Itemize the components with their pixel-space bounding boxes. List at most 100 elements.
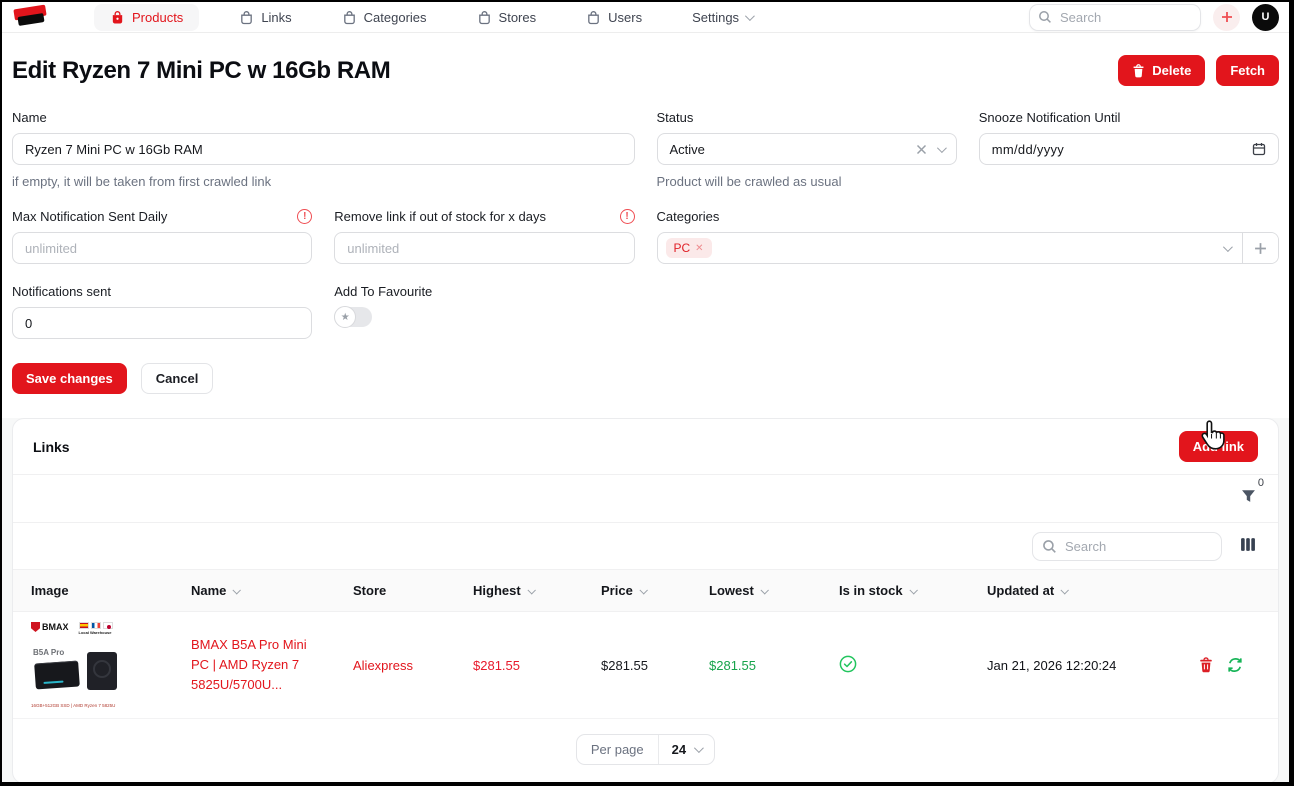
- info-icon[interactable]: !: [297, 209, 313, 224]
- store-name: Aliexpress: [353, 657, 413, 673]
- col-is-in-stock[interactable]: Is in stock: [839, 583, 918, 598]
- columns-icon: [1241, 538, 1255, 551]
- nav-item-label: Users: [608, 9, 643, 25]
- col-lowest[interactable]: Lowest: [709, 583, 769, 598]
- field-notifications-sent: Notifications sent: [12, 284, 313, 339]
- name-label: Name: [12, 110, 47, 125]
- search-icon: [1039, 10, 1051, 23]
- product-form: Name if empty, it will be taken from fir…: [2, 110, 1289, 339]
- model-label: B5A Pro: [33, 648, 65, 657]
- field-name: Name if empty, it will be taken from fir…: [12, 110, 635, 189]
- in-stock-icon: [839, 655, 857, 672]
- trash-icon: [1200, 657, 1212, 673]
- nav-item-users[interactable]: Users: [576, 5, 652, 30]
- add-link-button[interactable]: Add link: [1178, 431, 1258, 462]
- page-head: Edit Ryzen 7 Mini PC w 16Gb RAM Delete F…: [2, 33, 1289, 110]
- nav-item-products[interactable]: Products: [94, 3, 200, 31]
- table-search-input[interactable]: [1032, 531, 1222, 561]
- remove-link-label: Remove link if out of stock for x days: [334, 209, 546, 224]
- user-avatar[interactable]: U: [1252, 3, 1279, 31]
- plus-icon: [1255, 242, 1266, 254]
- categories-label: Categories: [656, 209, 720, 224]
- nav-item-label: Links: [261, 9, 292, 25]
- updated-at: Jan 21, 2026 12:20:24: [987, 657, 1117, 673]
- name-input[interactable]: [12, 133, 635, 165]
- quick-add-button[interactable]: [1213, 3, 1240, 31]
- col-highest[interactable]: Highest: [473, 583, 536, 598]
- filter-funnel-icon: [1242, 489, 1255, 502]
- add-category-button[interactable]: [1242, 233, 1278, 263]
- field-status: Status Active Product will be crawled as…: [656, 110, 957, 189]
- fetch-button[interactable]: Fetch: [1216, 55, 1279, 86]
- pagination-row: Per page 24: [13, 719, 1278, 782]
- flag-jp-icon: [102, 622, 113, 629]
- snooze-placeholder: mm/dd/yyyy: [991, 141, 1065, 157]
- col-name[interactable]: Name: [191, 583, 242, 598]
- snooze-label: Snooze Notification Until: [978, 110, 1121, 125]
- cancel-button[interactable]: Cancel: [140, 363, 214, 394]
- field-favourite: Add To Favourite ★: [334, 284, 634, 339]
- star-icon: ★: [340, 311, 350, 323]
- warehouse-label: Local Warehouse: [78, 630, 112, 635]
- per-page-label: Per page: [577, 735, 659, 764]
- bag-icon: [478, 10, 490, 24]
- cards-area: Links Add link 0: [2, 418, 1289, 782]
- col-updated-at[interactable]: Updated at: [987, 583, 1070, 598]
- delete-button[interactable]: Delete: [1118, 55, 1206, 86]
- max-notifications-label: Max Notification Sent Daily: [12, 209, 168, 224]
- clear-icon[interactable]: [916, 144, 927, 155]
- nav-item-categories[interactable]: Categories: [332, 5, 437, 30]
- links-card-head: Links Add link: [13, 419, 1278, 475]
- snooze-date-input[interactable]: mm/dd/yyyy: [978, 133, 1279, 165]
- nav-item-links[interactable]: Links: [229, 5, 301, 30]
- max-notifications-input[interactable]: [12, 232, 313, 264]
- delete-link-button[interactable]: [1199, 657, 1213, 673]
- sort-icon: [232, 585, 242, 595]
- table-header-row: Image Name Store Highest Price Lowest Is…: [13, 569, 1278, 612]
- mini-pc-front: [34, 660, 80, 690]
- form-actions: Save changes Cancel: [2, 339, 1289, 394]
- remove-link-input[interactable]: [334, 232, 635, 264]
- bag-icon: [241, 10, 253, 24]
- filter-count-badge: 0: [1257, 476, 1264, 489]
- toggle-columns-button[interactable]: [1238, 535, 1258, 557]
- save-button[interactable]: Save changes: [12, 363, 127, 394]
- col-price[interactable]: Price: [601, 583, 648, 598]
- favourite-toggle[interactable]: ★: [334, 306, 373, 328]
- app-logo[interactable]: [12, 4, 52, 30]
- info-icon[interactable]: !: [619, 209, 635, 224]
- field-remove-link: Remove link if out of stock for x days !: [334, 209, 635, 264]
- refresh-icon: [1228, 658, 1242, 672]
- categories-select[interactable]: PC ✕: [658, 233, 1243, 263]
- link-name[interactable]: BMAX B5A Pro Mini PC | AMD Ryzen 7 5825U…: [191, 636, 307, 693]
- col-store: Store: [353, 583, 387, 598]
- bag-icon: [588, 10, 599, 24]
- status-select[interactable]: Active: [656, 133, 957, 165]
- nav-item-label: Categories: [363, 9, 427, 25]
- filter-button[interactable]: 0: [1241, 477, 1264, 509]
- chevron-down-icon: [694, 743, 704, 754]
- nav-item-settings[interactable]: Settings: [682, 5, 762, 30]
- refresh-link-button[interactable]: [1227, 657, 1243, 673]
- notifications-sent-input[interactable]: [12, 307, 313, 339]
- name-helper: if empty, it will be taken from first cr…: [12, 174, 272, 189]
- mini-pc-side: [87, 652, 117, 690]
- links-card: Links Add link 0: [12, 418, 1279, 782]
- current-price: $281.55: [601, 657, 648, 673]
- filter-row: 0: [13, 475, 1278, 523]
- global-search: [1029, 3, 1201, 31]
- nav-item-stores[interactable]: Stores: [467, 5, 547, 30]
- sort-icon: [1060, 585, 1070, 595]
- per-page-select[interactable]: 24: [659, 735, 714, 764]
- product-image[interactable]: BMAX Local Warehouse B5A Pro: [31, 622, 123, 708]
- sort-icon: [760, 585, 769, 595]
- chevron-down-icon: [936, 142, 947, 153]
- row-actions: [1199, 657, 1268, 673]
- bag-icon: [112, 10, 123, 23]
- global-search-input[interactable]: [1029, 3, 1201, 31]
- warehouse-flags: [78, 622, 113, 629]
- remove-category-icon[interactable]: ✕: [695, 242, 704, 254]
- chevron-down-icon: [1222, 241, 1233, 252]
- nav-item-label: Products: [132, 9, 184, 25]
- sort-icon: [909, 585, 918, 595]
